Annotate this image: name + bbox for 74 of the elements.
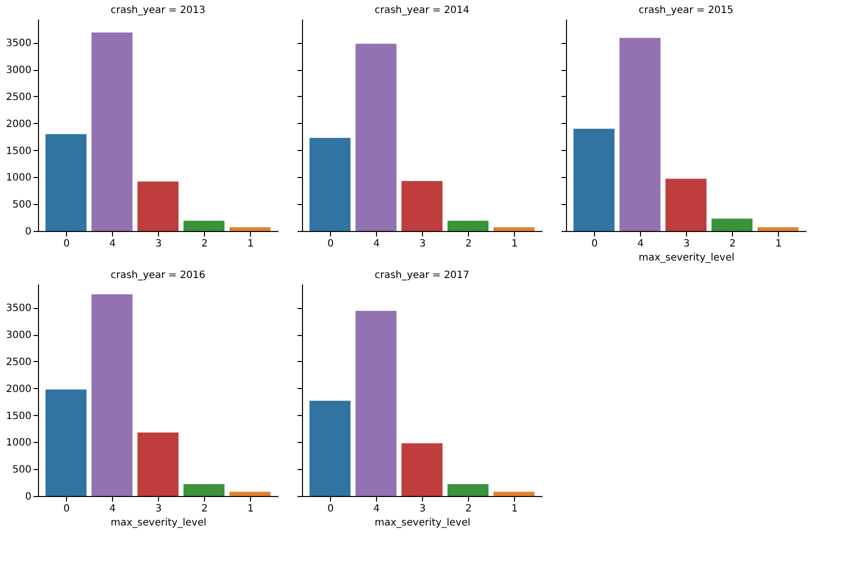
x-axis-title: max_severity_level xyxy=(374,518,470,528)
bar xyxy=(92,294,132,496)
bar xyxy=(184,220,224,231)
x-tick-label: 3 xyxy=(155,238,162,250)
bar xyxy=(494,227,534,231)
bar xyxy=(46,134,86,231)
x-tick-label: 0 xyxy=(63,238,70,250)
bar xyxy=(448,220,488,231)
bar xyxy=(402,180,442,231)
bar xyxy=(758,227,798,231)
bar xyxy=(230,492,270,496)
y-tick-label: 2500 xyxy=(6,356,32,368)
bar xyxy=(448,484,488,496)
y-tick-label: 2000 xyxy=(6,118,32,130)
bar xyxy=(310,138,350,231)
y-tick-label: 0 xyxy=(25,492,32,502)
chart-title: crash_year = 2017 xyxy=(374,270,470,281)
x-tick-label: 4 xyxy=(109,504,116,514)
bar xyxy=(666,178,706,231)
x-tick-label: 4 xyxy=(637,238,644,250)
bar xyxy=(356,310,396,496)
chart-title: crash_year = 2016 xyxy=(110,270,206,281)
y-tick-label: 1000 xyxy=(6,172,32,184)
x-tick-label: 1 xyxy=(247,504,254,514)
y-tick-label: 500 xyxy=(12,200,32,211)
x-tick-label: 0 xyxy=(63,504,70,514)
x-tick-label: 3 xyxy=(155,504,162,514)
x-tick-label: 3 xyxy=(683,238,690,250)
bar xyxy=(184,484,224,496)
x-tick-label: 0 xyxy=(591,238,598,250)
x-axis-title: max_severity_level xyxy=(110,518,206,528)
x-tick-label: 1 xyxy=(247,238,254,250)
bar xyxy=(574,128,614,231)
y-tick-label: 2000 xyxy=(6,384,32,395)
bar xyxy=(620,38,660,231)
x-tick-label: 1 xyxy=(775,238,782,250)
bar xyxy=(712,218,752,231)
bar xyxy=(92,32,132,231)
x-tick-label: 2 xyxy=(201,238,208,250)
x-tick-label: 3 xyxy=(419,504,426,514)
bar xyxy=(310,400,350,496)
y-tick-label: 3500 xyxy=(6,303,32,314)
chart-title: crash_year = 2013 xyxy=(110,5,206,16)
x-axis-title: max_severity_level xyxy=(638,252,734,264)
bar xyxy=(230,227,270,231)
x-tick-label: 0 xyxy=(327,504,334,514)
bar xyxy=(402,443,442,496)
chart-title: crash_year = 2014 xyxy=(374,5,470,16)
y-tick-label: 500 xyxy=(12,464,32,476)
y-tick-label: 0 xyxy=(25,226,32,238)
bar xyxy=(494,492,534,496)
y-tick-label: 3000 xyxy=(6,65,32,76)
x-tick-label: 2 xyxy=(729,238,736,250)
x-tick-label: 1 xyxy=(511,504,518,514)
y-tick-label: 2500 xyxy=(6,92,32,103)
x-tick-label: 2 xyxy=(465,504,472,514)
y-tick-label: 1500 xyxy=(6,410,32,422)
chart-title: crash_year = 2015 xyxy=(638,5,734,16)
x-tick-label: 1 xyxy=(511,238,518,250)
y-tick-label: 3000 xyxy=(6,330,32,342)
x-tick-label: 4 xyxy=(373,504,380,514)
x-tick-label: 0 xyxy=(327,238,334,250)
x-tick-label: 2 xyxy=(201,504,208,514)
y-tick-label: 1000 xyxy=(6,438,32,449)
bar xyxy=(138,432,178,496)
x-tick-label: 4 xyxy=(373,238,380,250)
x-tick-label: 4 xyxy=(109,238,116,250)
y-tick-label: 3500 xyxy=(6,38,32,50)
y-tick-label: 1500 xyxy=(6,146,32,157)
bar xyxy=(46,389,86,496)
x-tick-label: 3 xyxy=(419,238,426,250)
x-tick-label: 2 xyxy=(465,238,472,250)
bar xyxy=(356,44,396,231)
bar xyxy=(138,181,178,231)
